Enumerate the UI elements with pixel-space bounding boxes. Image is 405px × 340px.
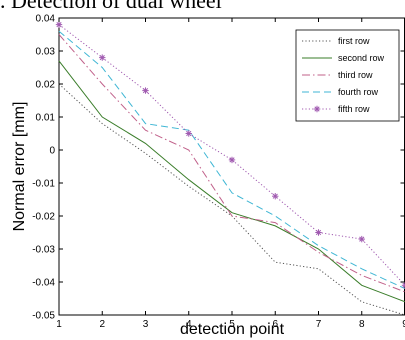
- series-point-5: [272, 193, 279, 200]
- series-point-5: [55, 21, 63, 28]
- figure-caption: . Detection of dual wheel: [0, 0, 222, 13]
- series-line-5: [58, 24, 405, 286]
- legend-entry: third row: [338, 70, 373, 80]
- x-tick-label: 3: [143, 319, 149, 330]
- y-tick-label: 0.01: [36, 113, 56, 124]
- legend-entry: fifth row: [338, 104, 370, 114]
- x-tick-label: 5: [229, 319, 235, 330]
- x-tick-label: 4: [186, 319, 192, 330]
- legend-entry: first row: [338, 36, 370, 46]
- series-point-5: [142, 87, 149, 94]
- legend-entry: fourth row: [338, 87, 379, 97]
- y-tick-label: 0: [49, 146, 55, 157]
- legend-marker: [313, 105, 321, 113]
- y-tick-label: -0.04: [32, 278, 55, 289]
- y-axis-label: Normal error [mm]: [11, 102, 28, 232]
- series-line-4: [58, 30, 405, 290]
- x-axis-label: detection point: [180, 321, 285, 338]
- series-point-5: [99, 54, 106, 61]
- series-point-5: [315, 229, 322, 236]
- y-tick-label: -0.01: [32, 179, 55, 190]
- legend-entry: second row: [338, 53, 385, 63]
- x-tick-label: 6: [272, 319, 278, 330]
- y-tick-label: -0.05: [32, 311, 55, 322]
- legend: [295, 29, 400, 122]
- series-point-5: [358, 235, 365, 243]
- series-point-5: [228, 156, 236, 164]
- x-tick-label: 1: [56, 319, 62, 330]
- series-point-5: [401, 282, 405, 289]
- x-tick-label: 9: [402, 319, 405, 330]
- y-tick-label: 0.04: [36, 14, 56, 25]
- series-line-3: [58, 34, 405, 293]
- y-tick-label: 0.02: [36, 80, 56, 91]
- y-tick-label: -0.02: [32, 212, 55, 223]
- x-tick-label: 8: [359, 319, 365, 330]
- x-tick-label: 2: [99, 319, 105, 330]
- y-tick-label: 0.03: [36, 47, 56, 58]
- x-tick-label: 7: [316, 319, 322, 330]
- series-point-5: [185, 130, 192, 137]
- y-tick-label: -0.03: [32, 245, 55, 256]
- series-line-2: [58, 60, 405, 303]
